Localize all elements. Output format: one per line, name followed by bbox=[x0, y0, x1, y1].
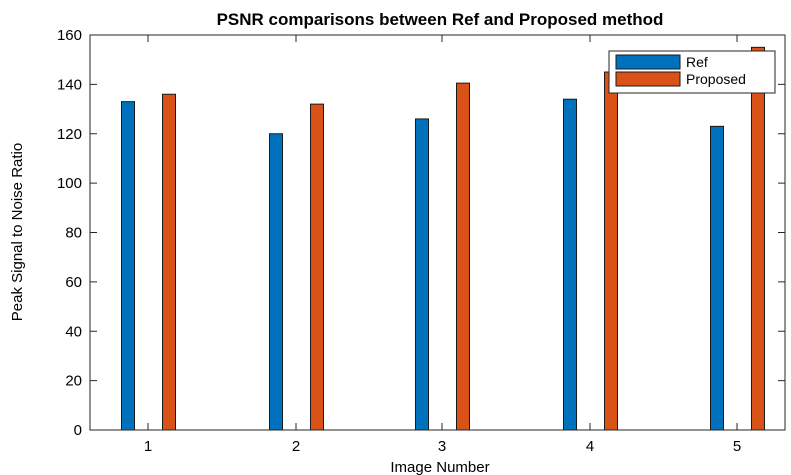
y-tick-label: 0 bbox=[74, 422, 82, 439]
bar-proposed-5 bbox=[751, 46, 765, 431]
legend-swatch-ref bbox=[615, 54, 681, 70]
plot-frame bbox=[89, 34, 786, 431]
x-tick-label: 3 bbox=[438, 438, 446, 455]
bar-ref-3 bbox=[415, 118, 429, 431]
y-tick-label: 100 bbox=[57, 175, 82, 192]
y-tick-label: 140 bbox=[57, 76, 82, 93]
y-axis: 0 20 40 60 80 100 120 140 160 bbox=[57, 27, 785, 439]
x-tick-label: 1 bbox=[144, 438, 152, 455]
x-axis: 1 2 3 4 5 bbox=[144, 35, 741, 455]
bar-ref-1 bbox=[121, 101, 135, 431]
y-tick-label: 20 bbox=[65, 373, 82, 390]
legend-label-ref: Ref bbox=[686, 54, 708, 70]
legend-swatch-proposed bbox=[615, 71, 681, 87]
bar-proposed-3 bbox=[456, 82, 470, 431]
y-tick-label: 120 bbox=[57, 126, 82, 143]
legend-label-proposed: Proposed bbox=[686, 71, 746, 87]
y-tick-label: 60 bbox=[65, 274, 82, 291]
x-tick-label: 5 bbox=[733, 438, 741, 455]
x-tick-label: 2 bbox=[292, 438, 300, 455]
bar-ref-5 bbox=[710, 125, 724, 431]
bar-proposed-4 bbox=[604, 71, 618, 431]
bar-proposed-2 bbox=[310, 103, 324, 431]
bars-group bbox=[121, 46, 765, 431]
x-tick-label: 4 bbox=[586, 438, 594, 455]
y-axis-label: Peak Signal to Noise Ratio bbox=[9, 143, 26, 321]
x-axis-label: Image Number bbox=[390, 459, 489, 475]
bar-ref-2 bbox=[269, 133, 283, 431]
y-tick-label: 80 bbox=[65, 225, 82, 242]
y-tick-label: 40 bbox=[65, 323, 82, 340]
y-tick-label: 160 bbox=[57, 27, 82, 44]
chart-title: PSNR comparisons between Ref and Propose… bbox=[217, 10, 664, 29]
bar-proposed-1 bbox=[162, 93, 176, 431]
bar-ref-4 bbox=[563, 98, 577, 431]
